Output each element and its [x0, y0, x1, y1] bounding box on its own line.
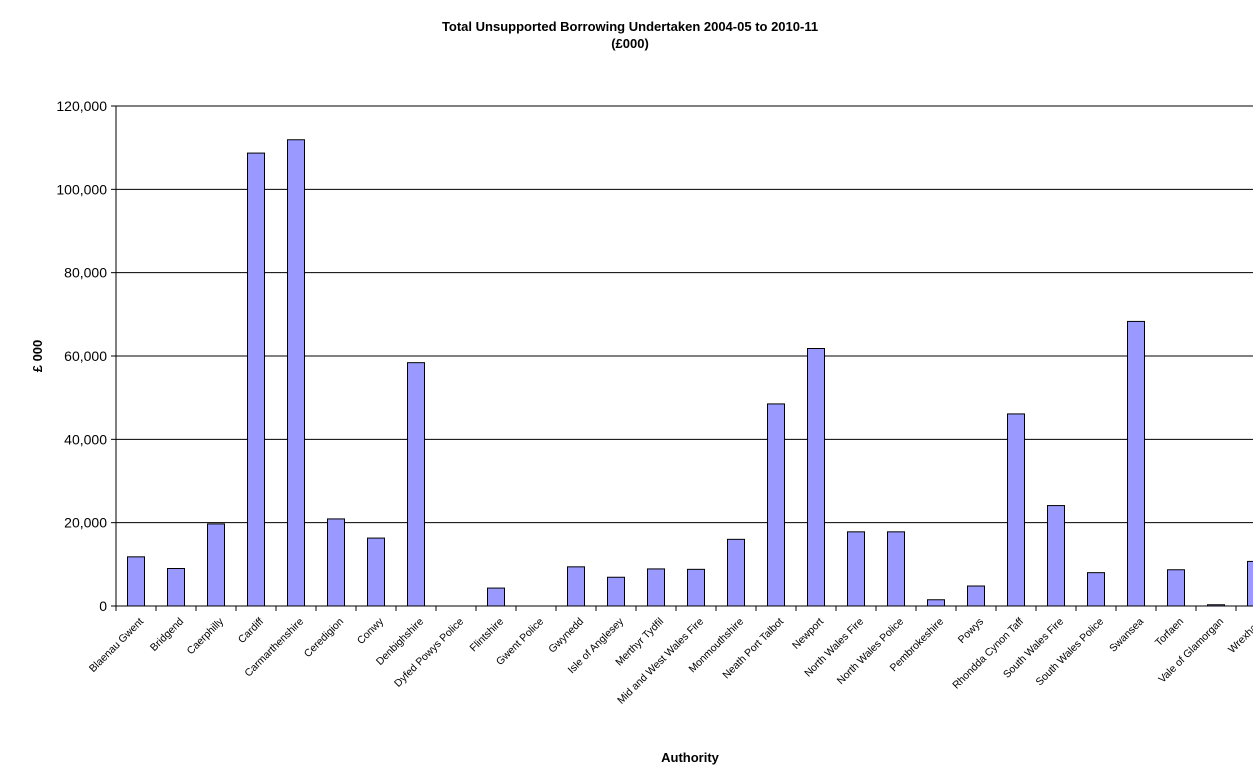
bar: [247, 152, 265, 607]
bars: [127, 139, 1253, 607]
y-tick-label: 80,000: [64, 265, 107, 281]
x-tick-label: Conwy: [355, 615, 387, 647]
bar: [327, 518, 345, 607]
y-tick-label: 20,000: [64, 515, 107, 531]
gridlines: [116, 105, 1253, 524]
x-tick-label: Dyfed Powys Police: [392, 616, 466, 690]
bar: [207, 523, 225, 607]
bar: [607, 576, 625, 607]
bar: [647, 568, 665, 607]
x-axis-title: Authority: [661, 750, 720, 765]
bar: [167, 568, 185, 607]
bar: [567, 566, 585, 607]
bar: [1007, 413, 1025, 607]
y-tick-label: 60,000: [64, 348, 107, 364]
bar: [767, 403, 785, 607]
x-tick-label: Gwynedd: [546, 616, 586, 656]
bar: [407, 362, 425, 607]
bar: [287, 139, 305, 607]
bar: [807, 348, 825, 607]
x-tick-label: South Wales Police: [1034, 616, 1107, 689]
bar: [927, 599, 945, 607]
x-tick-label: Cardiff: [236, 616, 266, 646]
x-tick-label: Rhondda Cynon Taff: [950, 616, 1026, 692]
y-tick-label: 0: [99, 598, 107, 614]
y-axis-title: £ 000: [30, 340, 45, 373]
x-tick-label: Flintshire: [468, 616, 507, 655]
y-tick-label: 40,000: [64, 431, 107, 447]
bar: [967, 585, 985, 607]
x-tick-label: North Wales Police: [835, 616, 906, 687]
x-tick-label: Bridgend: [148, 616, 186, 654]
bar: [127, 556, 145, 607]
bar: [687, 568, 705, 607]
y-tick-label: 100,000: [56, 181, 107, 197]
bar: [1247, 560, 1253, 607]
x-tick-label: Ceredigion: [302, 616, 347, 661]
bar: [1127, 320, 1145, 607]
bar: [487, 587, 505, 607]
bar: [1167, 569, 1185, 607]
y-axis-ticks: 0 20,000 40,000 60,000 80,000 100,000 120,000: [56, 98, 116, 614]
x-tick-label: Wrexham: [1226, 615, 1253, 655]
x-tick-label: Powys: [956, 616, 986, 646]
bar: [1047, 505, 1065, 607]
bar: [367, 537, 385, 607]
y-tick-label: 120,000: [56, 98, 107, 114]
bar: [847, 531, 865, 607]
x-tick-label: Torfaen: [1153, 616, 1186, 649]
x-tick-label: Newport: [790, 616, 826, 652]
bar: [1087, 572, 1105, 607]
axes: [115, 106, 1253, 611]
x-tick-label: Blaenau Gwent: [87, 616, 146, 675]
bar: [727, 538, 745, 607]
chart-subtitle: (£000): [611, 36, 649, 51]
chart-title: Total Unsupported Borrowing Undertaken 2…: [442, 19, 818, 34]
bar: [887, 531, 905, 607]
x-tick-label: Swansea: [1107, 616, 1146, 655]
x-tick-label: Caerphilly: [185, 615, 227, 657]
